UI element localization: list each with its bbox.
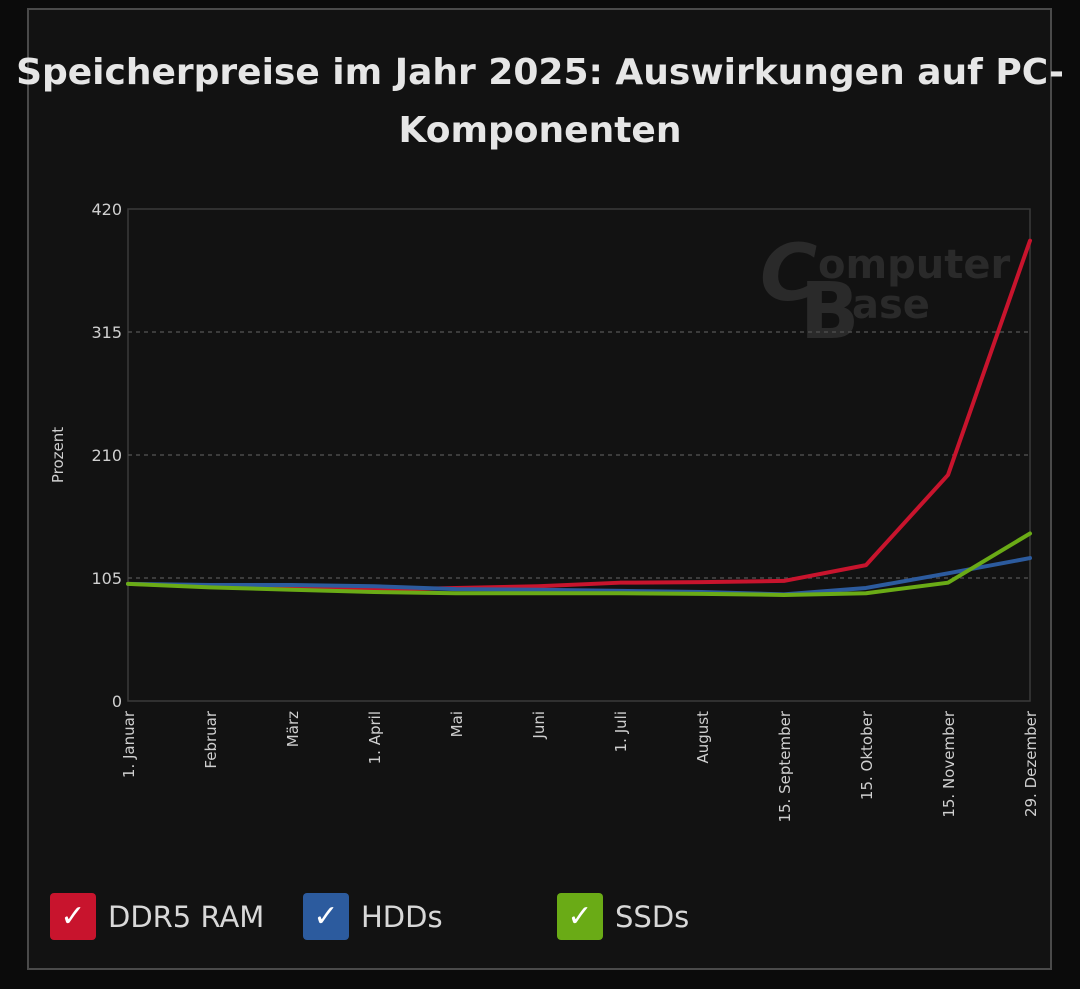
legend-label: SSDs (615, 899, 690, 934)
chart-frame (27, 8, 1052, 970)
series-line-ssds (126, 531, 1032, 597)
legend-item-ddr5[interactable]: ✓ DDR5 RAM (50, 893, 264, 940)
checkmark-icon[interactable]: ✓ (303, 893, 349, 940)
watermark-text: omputer (818, 242, 1011, 288)
x-tick-label: 15. November (940, 710, 958, 817)
y-axis-label: Prozent (49, 427, 67, 483)
x-tick-label: 1. Januar (120, 710, 138, 778)
x-tick-label: Juni (530, 711, 548, 740)
x-tick-label: Februar (202, 710, 220, 768)
checkmark-icon[interactable]: ✓ (557, 893, 603, 940)
series-line-hdds (126, 556, 1032, 597)
x-tick-label: 29. Dezember (1022, 710, 1040, 817)
y-tick-label: 0 (112, 692, 122, 711)
x-tick-label: 1. April (366, 711, 384, 764)
x-tick-label: 15. September (776, 710, 794, 822)
chart-title: Speicherpreise im Jahr 2025: Auswirkunge… (16, 52, 1064, 151)
watermark-c: C (760, 229, 817, 319)
checkmark-icon[interactable]: ✓ (50, 893, 96, 940)
y-tick-label: 315 (91, 323, 122, 342)
legend-item-hdds[interactable]: ✓ HDDs (303, 893, 443, 940)
y-tick-label: 105 (91, 569, 122, 588)
y-tick-label: 210 (91, 446, 122, 465)
x-tick-label: 1. Juli (612, 711, 630, 752)
legend-label: DDR5 RAM (108, 899, 265, 934)
legend-item-ssds[interactable]: ✓ SSDs (557, 893, 689, 940)
x-tick-label: August (694, 711, 712, 764)
x-tick-label: Mai (448, 711, 466, 737)
y-tick-label: 420 (91, 200, 122, 219)
watermark-b: B (800, 267, 859, 357)
x-tick-label: 15. Oktober (858, 710, 876, 800)
x-tick-label: März (284, 711, 302, 747)
legend-label: HDDs (361, 899, 443, 934)
watermark-text: ase (852, 282, 930, 328)
